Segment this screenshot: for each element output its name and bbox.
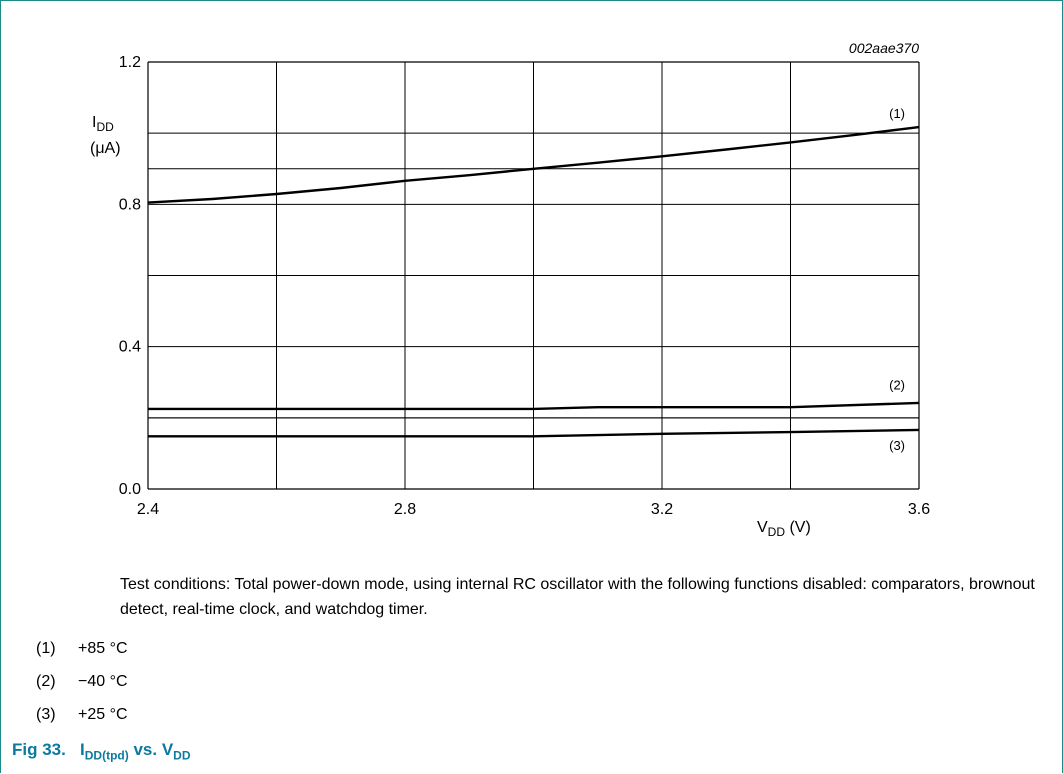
legend-text: −40 °C: [78, 673, 128, 690]
series-label: (1): [889, 106, 905, 121]
figure-caption: Fig 33. IDD(tpd) vs. VDD: [12, 740, 191, 762]
series-group: [147, 125, 920, 438]
x-tick-label: 2.4: [137, 501, 159, 518]
caption-i-sub: DD(tpd): [84, 748, 129, 763]
chart: 002aae370 0.0 0.4 0.8 1.2 2.4 2.8 3.2 3.6 (1) (2…: [90, 40, 930, 539]
series-label: (3): [889, 438, 905, 453]
figure-id: 002aae370: [849, 40, 919, 56]
caption-vs: vs. V: [128, 740, 174, 759]
legend-number: (3): [36, 706, 56, 723]
series-line: [148, 401, 920, 411]
y-tick-label: 1.2: [119, 54, 141, 71]
test-conditions: Test conditions: Total power-down mode, …: [120, 576, 1035, 618]
y-tick-label: 0.0: [119, 481, 141, 498]
x-tick-label: 3.2: [651, 501, 673, 518]
y-axis-unit: (μA): [90, 140, 121, 157]
caption-v-sub: DD: [173, 748, 191, 763]
y-tick-label: 0.4: [119, 339, 141, 356]
legend-number: (1): [36, 640, 56, 657]
legend-number: (2): [36, 673, 56, 690]
grid: [147, 61, 920, 490]
series-line: [147, 125, 920, 204]
caption-prefix: Fig 33.: [12, 740, 66, 759]
y-axis-label: IDD: [92, 114, 114, 134]
series-label: (2): [889, 377, 905, 392]
caption-i: I: [80, 740, 85, 759]
x-tick-label: 3.6: [908, 501, 930, 518]
x-axis-label: VDD (V): [757, 519, 811, 539]
legend-text: +25 °C: [78, 706, 128, 723]
legend-text: +85 °C: [78, 640, 128, 657]
legend-item: (3) +25 °C: [36, 706, 128, 724]
series-labels: (1) (2) (3): [889, 106, 905, 453]
series-line: [148, 428, 920, 438]
ticks: 0.0 0.4 0.8 1.2 2.4 2.8 3.2 3.6: [119, 54, 930, 518]
y-tick-label: 0.8: [119, 196, 141, 213]
legend-item: (1) +85 °C: [36, 640, 128, 658]
x-tick-label: 2.8: [394, 501, 416, 518]
legend-item: (2) −40 °C: [36, 673, 128, 691]
